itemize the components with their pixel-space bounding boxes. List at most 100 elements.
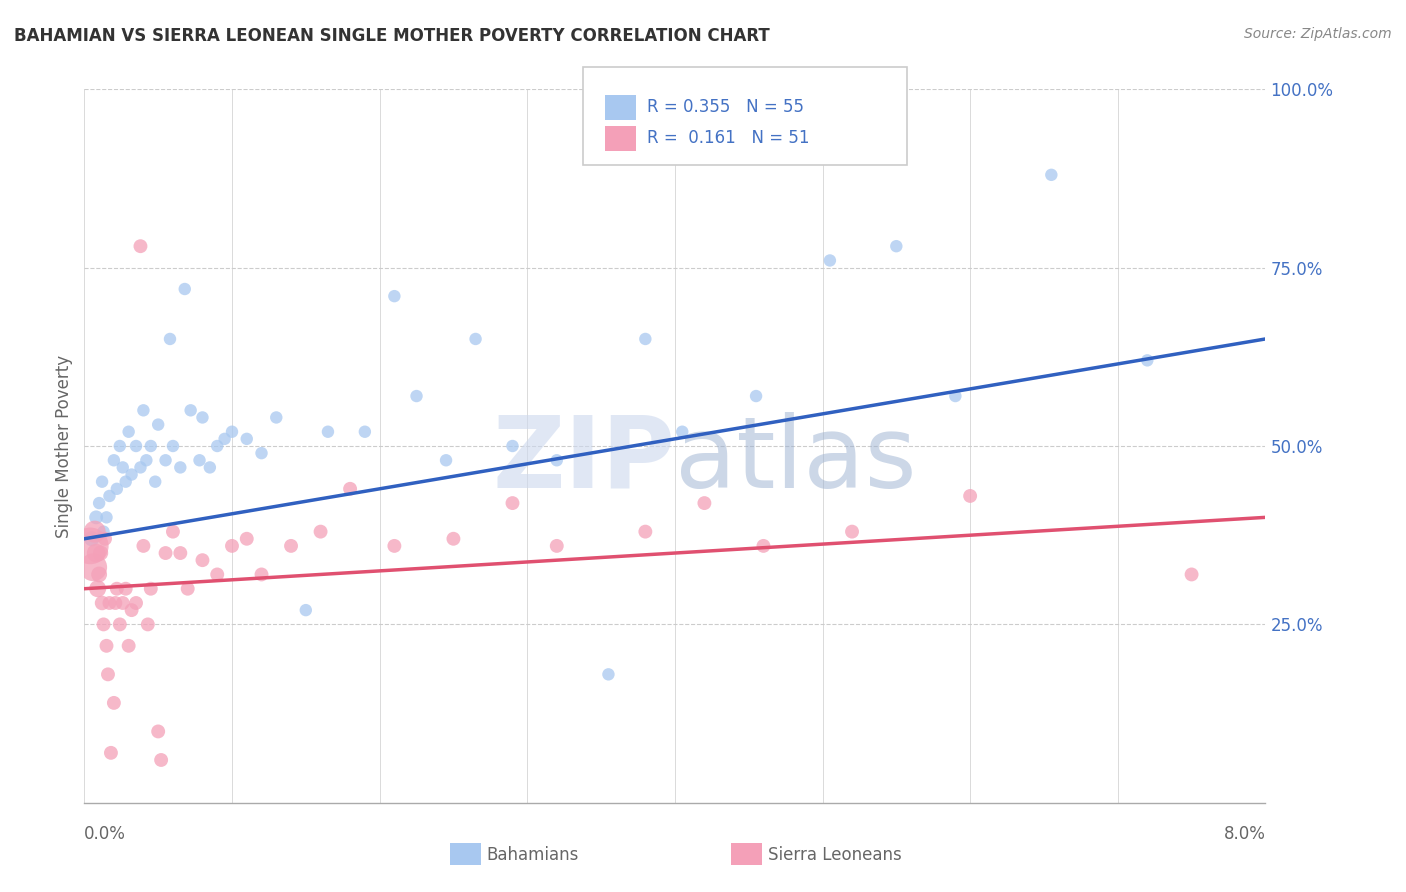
Point [135,453,157,467]
Point [180,403,202,417]
Point [191,553,214,567]
Point [886,239,908,253]
Point [546,539,568,553]
Point [280,539,302,553]
Point [118,425,141,439]
Point [148,724,170,739]
Y-axis label: Single Mother Poverty: Single Mother Poverty [55,354,73,538]
Point [818,253,841,268]
Point [162,524,184,539]
Text: Sierra Leoneans: Sierra Leoneans [768,846,901,863]
Point [150,753,173,767]
Point [339,482,361,496]
Point [114,475,136,489]
Point [96,510,118,524]
Point [434,453,457,467]
Point [93,617,115,632]
Text: BAHAMIAN VS SIERRA LEONEAN SINGLE MOTHER POVERTY CORRELATION CHART: BAHAMIAN VS SIERRA LEONEAN SINGLE MOTHER… [14,27,770,45]
Point [598,667,620,681]
Point [693,496,716,510]
Point [198,460,221,475]
Point [103,453,125,467]
Point [309,524,332,539]
Point [162,439,184,453]
Point [205,567,228,582]
Point [250,446,273,460]
Point [98,596,121,610]
Point [98,489,121,503]
Point [132,403,155,417]
Point [155,546,177,560]
Point [125,439,148,453]
Point [191,410,214,425]
Point [100,746,122,760]
Point [90,546,112,560]
Point [159,332,181,346]
Point [173,282,195,296]
Point [129,460,152,475]
Text: ZIP: ZIP [492,412,675,508]
Point [841,524,863,539]
Point [125,596,148,610]
Point [169,546,191,560]
Point [91,596,114,610]
Point [108,439,131,453]
Text: 8.0%: 8.0% [1223,825,1265,843]
Point [86,582,108,596]
Point [464,332,486,346]
Point [752,539,775,553]
Point [111,460,134,475]
Point [959,489,981,503]
Point [104,596,127,610]
Point [1180,567,1202,582]
Point [132,539,155,553]
Point [678,82,700,96]
Point [354,425,377,439]
Point [118,639,141,653]
Point [235,432,259,446]
Point [634,524,657,539]
Point [745,389,768,403]
Point [945,389,967,403]
Point [84,510,107,524]
Point [382,539,406,553]
Point [139,439,162,453]
Point [121,467,143,482]
Point [221,425,243,439]
Point [83,524,105,539]
Point [108,617,131,632]
Point [121,603,143,617]
Point [546,453,568,467]
Point [155,453,177,467]
Point [91,475,114,489]
Point [103,696,125,710]
Point [177,582,200,596]
Point [501,496,523,510]
Point [79,539,101,553]
Point [87,567,111,582]
Point [87,496,111,510]
Point [169,460,191,475]
Point [634,332,657,346]
Point [143,475,166,489]
Point [382,289,406,303]
Point [214,432,236,446]
Text: R =  0.161   N = 51: R = 0.161 N = 51 [647,129,810,147]
Point [139,582,162,596]
Point [205,439,228,453]
Point [84,546,107,560]
Point [316,425,339,439]
Point [188,453,211,467]
Point [97,667,120,681]
Point [82,560,104,574]
Text: atlas: atlas [675,412,917,508]
Point [1040,168,1063,182]
Point [295,603,318,617]
Point [96,639,118,653]
Point [148,417,170,432]
Point [105,482,128,496]
Point [129,239,152,253]
Point [114,582,136,596]
Point [264,410,288,425]
Point [1136,353,1159,368]
